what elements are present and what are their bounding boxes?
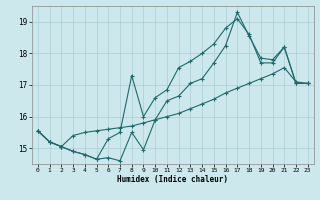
- X-axis label: Humidex (Indice chaleur): Humidex (Indice chaleur): [117, 175, 228, 184]
